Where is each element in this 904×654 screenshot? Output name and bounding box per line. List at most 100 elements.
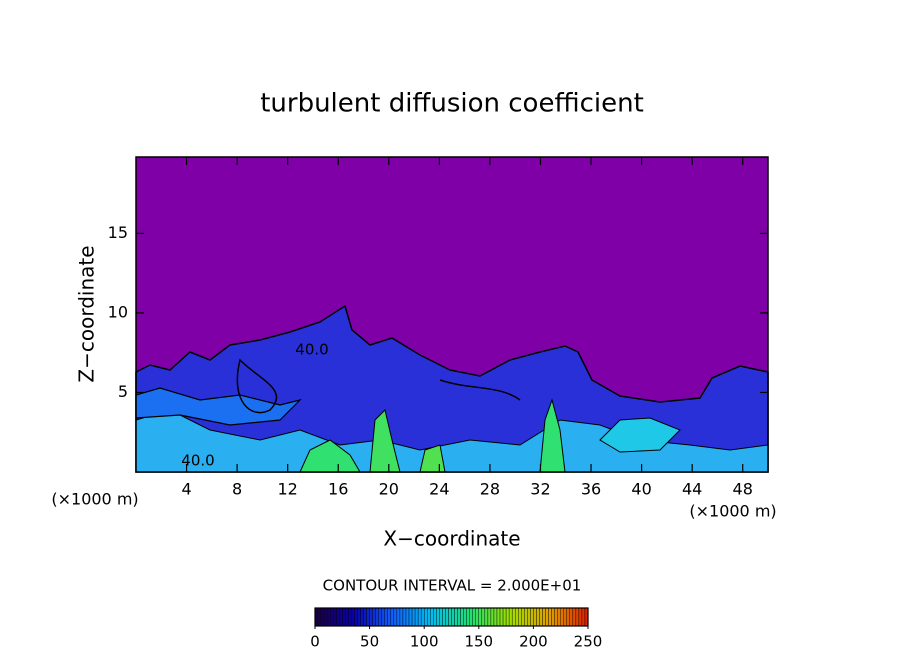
colorbar-cell [357,607,361,627]
x-tick-label: 28 [480,480,500,499]
colorbar-cell [451,607,455,627]
colorbar-cell [454,607,458,627]
colorbar-tick-label: 200 [519,633,548,651]
colorbar-cell [390,607,395,627]
colorbar-cell [442,607,446,627]
x-tick-label: 36 [581,480,601,499]
colorbar-cell [430,607,434,627]
colorbar-cell [366,607,370,627]
field [135,304,769,473]
colorbar-cell [448,607,452,627]
colorbar-cell [563,607,567,627]
colorbar-cell [424,607,428,627]
colorbar-cell [445,607,449,627]
colorbar-cell [414,607,419,627]
colorbar-cell [472,607,476,627]
colorbar-cell [457,607,461,627]
x-tick-label: 20 [379,480,399,499]
colorbar-cell [387,607,392,627]
colorbar-cell [345,607,349,627]
colorbar-cell [399,607,404,627]
colorbar-cell [496,607,501,627]
colorbar-cell [521,607,525,627]
colorbar-cell [360,607,364,627]
contour-label: 40.0 [295,341,328,359]
colorbar-cell [427,607,431,627]
colorbar-cell [396,607,401,627]
colorbar-cell [560,607,564,627]
colorbar-cell [539,607,543,627]
colorbar-cell [484,607,489,627]
colorbar-cell [548,607,552,627]
colorbar-cell [502,607,507,627]
colorbar-cell [530,607,534,627]
colorbar-cell [469,607,473,627]
colorbar-cell [339,607,343,627]
contour-label: 40.0 [181,452,214,470]
colorbar-cell [545,607,549,627]
colorbar-cell [433,607,437,627]
colorbar-tick-label: 50 [360,633,379,651]
plot-frame [135,156,769,473]
x-tick-label: 32 [530,480,550,499]
colorbar-cell [493,607,498,627]
colorbar-cell [439,607,443,627]
colorbar-cell [420,607,425,627]
colorbar-cell [323,607,328,627]
colorbar-cell [581,607,586,627]
colorbar-cell [466,607,470,627]
y-tick-label: 15 [108,223,128,242]
colorbar-tick-label: 150 [464,633,493,651]
colorbar-cell [557,607,561,627]
colorbar-cell [533,607,537,627]
colorbar-cell [518,607,522,627]
x-tick-label: 8 [232,480,242,499]
x-unit-label: (×1000 m) [689,502,776,521]
colorbar-cell [408,607,413,627]
colorbar-frame [314,607,589,627]
colorbar-cell [499,607,504,627]
x-tick-label: 40 [631,480,651,499]
colorbar-cell [508,607,513,627]
x-tick-label: 24 [429,480,449,499]
colorbar-cell [542,607,546,627]
colorbar-cell [566,607,570,627]
colorbar-cell [351,607,355,627]
colorbar-tick-label: 250 [574,633,603,651]
colorbar-cell [342,607,346,627]
colorbar-cell [572,607,577,627]
colorbar-cell [463,607,467,627]
y-tick-label: 5 [118,382,128,401]
colorbar-cell [505,607,510,627]
colorbar-cell [511,607,516,627]
colorbar-cell [578,607,583,627]
colorbar-cell [326,607,331,627]
x-tick-label: 12 [278,480,298,499]
colorbar-tick-label: 100 [410,633,439,651]
colorbar-cell [524,607,528,627]
colorbar-cell [393,607,398,627]
colorbar-cell [411,607,416,627]
colorbar-cell [354,607,358,627]
colorbar-cell [551,607,555,627]
colorbar-cell [378,607,382,627]
colorbar-cell [575,607,580,627]
colorbar-cell [329,607,334,627]
colorbar-cell [536,607,540,627]
colorbar-tick-label: 0 [310,633,320,651]
colorbar-cell [405,607,410,627]
colorbar-cell [336,607,340,627]
colorbar-cell [348,607,352,627]
x-tick-label: 4 [181,480,191,499]
colorbar-cell [363,607,367,627]
y-axis-label: Z−coordinate [75,245,99,382]
colorbar-cell [372,607,376,627]
x-axis-label: X−coordinate [383,527,520,551]
colorbar-cell [333,607,337,627]
colorbar-cell [478,607,483,627]
colorbar-cell [490,607,495,627]
x-unit-label: (×1000 m) [51,490,138,509]
y-tick-label: 10 [108,302,128,321]
colorbar-cell [554,607,558,627]
